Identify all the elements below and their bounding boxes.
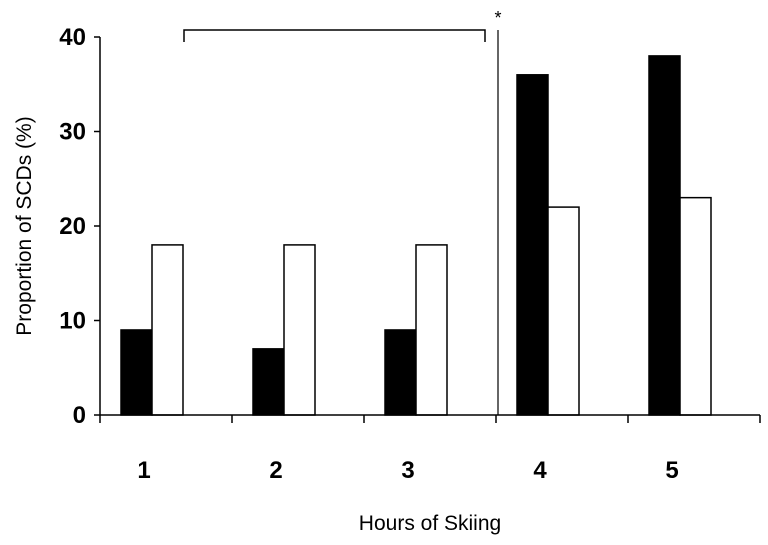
y-tick-label: 30: [59, 119, 86, 146]
bar-filled-4: [516, 74, 549, 416]
x-tick-label: 1: [137, 457, 150, 484]
bar-filled-5: [648, 55, 681, 416]
y-tick-label: 10: [59, 308, 86, 335]
significance-asterisk: *: [494, 8, 501, 28]
x-tick-label: 4: [533, 457, 547, 484]
x-axis-label: Hours of Skiing: [359, 512, 501, 535]
x-tick-label: 5: [665, 457, 678, 484]
bar-filled-3: [384, 329, 417, 416]
bar-open-2: [283, 244, 316, 416]
bar-filled-1: [120, 329, 153, 416]
x-tick-label: 3: [401, 457, 414, 484]
y-axis-label: Proportion of SCDs (%): [13, 116, 36, 335]
bars-group: [120, 55, 712, 416]
axes-group: 0 10 20 30 40 1 2 3 4 5: [59, 24, 761, 484]
bar-open-4: [547, 206, 580, 416]
significance-bracket: [183, 29, 486, 42]
annotations-group: *: [183, 8, 502, 415]
y-tick-label: 20: [59, 213, 86, 240]
y-tick-label: 0: [73, 402, 86, 429]
x-tick-label: 2: [269, 457, 282, 484]
bar-open-5: [679, 196, 712, 416]
bar-open-1: [151, 244, 184, 416]
bar-filled-2: [252, 348, 285, 416]
bar-open-3: [415, 244, 448, 416]
y-tick-label: 40: [59, 24, 86, 51]
